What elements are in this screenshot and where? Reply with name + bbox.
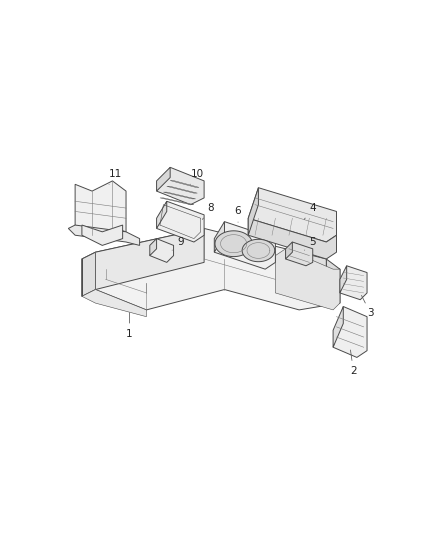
Polygon shape	[333, 306, 367, 358]
Polygon shape	[156, 167, 170, 191]
Polygon shape	[156, 201, 204, 242]
Polygon shape	[248, 188, 336, 242]
Polygon shape	[82, 229, 204, 296]
Polygon shape	[156, 201, 167, 229]
Polygon shape	[150, 239, 173, 262]
Polygon shape	[286, 242, 293, 259]
Polygon shape	[95, 229, 340, 310]
Text: 8: 8	[202, 203, 214, 220]
Text: 6: 6	[235, 206, 241, 222]
Polygon shape	[333, 306, 343, 347]
Polygon shape	[75, 181, 126, 235]
Polygon shape	[242, 239, 275, 262]
Polygon shape	[170, 181, 199, 188]
Polygon shape	[82, 252, 95, 296]
Polygon shape	[156, 167, 204, 205]
Polygon shape	[248, 218, 336, 259]
Polygon shape	[82, 225, 123, 245]
Text: 3: 3	[361, 295, 374, 318]
Text: 1: 1	[126, 313, 133, 338]
Polygon shape	[160, 198, 194, 205]
Polygon shape	[286, 249, 326, 293]
Polygon shape	[340, 266, 367, 300]
Polygon shape	[276, 249, 340, 310]
Polygon shape	[82, 289, 146, 317]
Text: 9: 9	[172, 237, 184, 250]
Polygon shape	[214, 222, 276, 269]
Text: 11: 11	[109, 169, 123, 184]
Text: 4: 4	[304, 203, 316, 220]
Text: 2: 2	[350, 350, 357, 376]
Polygon shape	[215, 231, 252, 256]
Polygon shape	[150, 239, 156, 256]
Polygon shape	[326, 259, 340, 303]
Polygon shape	[214, 222, 224, 252]
Polygon shape	[167, 187, 197, 193]
Polygon shape	[340, 266, 346, 293]
Polygon shape	[248, 188, 258, 235]
Polygon shape	[286, 242, 313, 266]
Text: 10: 10	[191, 169, 204, 184]
Polygon shape	[68, 225, 140, 245]
Polygon shape	[163, 192, 196, 199]
Text: 5: 5	[304, 237, 316, 250]
